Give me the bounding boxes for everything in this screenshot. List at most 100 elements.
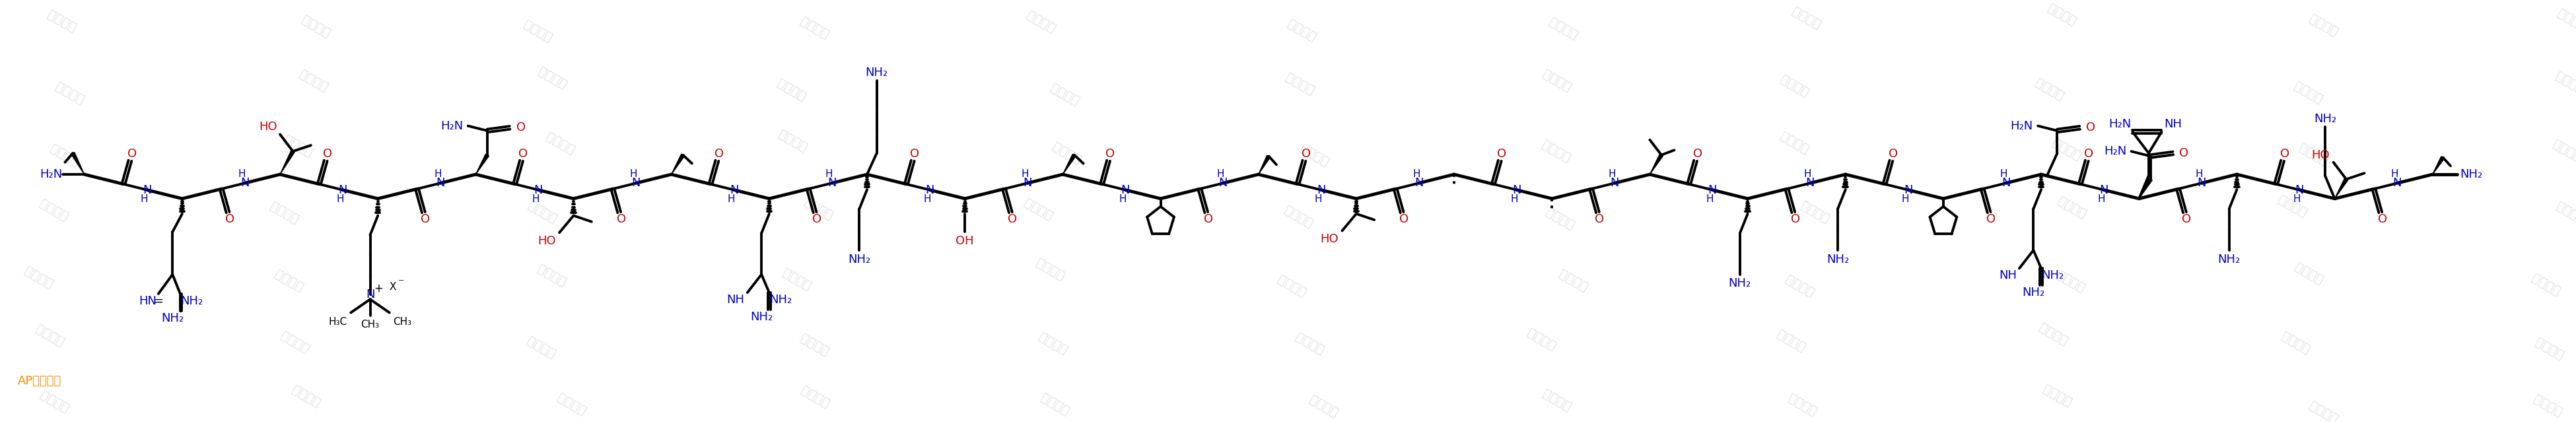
Text: N: N <box>1023 177 1033 189</box>
Text: N: N <box>1121 184 1131 196</box>
Text: 專肽生物: 專肽生物 <box>520 18 554 45</box>
Text: H₂N: H₂N <box>440 120 464 132</box>
Text: 專肽生物: 專肽生物 <box>801 196 835 222</box>
Text: H: H <box>142 195 147 204</box>
Text: 專肽生物: 專肽生物 <box>1777 130 1811 156</box>
Text: 專肽生物: 專肽生物 <box>273 268 307 294</box>
Text: 專肽生物: 專肽生物 <box>268 200 301 226</box>
Text: O: O <box>1203 214 1213 225</box>
Text: NH: NH <box>1999 270 2017 281</box>
Text: H₂N: H₂N <box>2009 120 2032 132</box>
Text: N: N <box>1316 184 1327 196</box>
Text: O: O <box>420 214 430 225</box>
Text: 專肽生物: 專肽生物 <box>775 77 809 103</box>
Text: N: N <box>1708 184 1716 196</box>
Text: H: H <box>2293 195 2300 204</box>
Text: O: O <box>224 214 234 225</box>
Polygon shape <box>1064 154 1077 174</box>
Text: NH₂: NH₂ <box>750 311 773 323</box>
Text: N: N <box>142 184 152 196</box>
Text: 專肽生物: 專肽生物 <box>1048 82 1082 108</box>
Text: 專肽生物: 專肽生物 <box>1556 268 1589 294</box>
Text: 專肽生物: 專肽生物 <box>21 264 54 291</box>
Text: N: N <box>1806 177 1814 189</box>
Polygon shape <box>1649 154 1664 174</box>
Text: N: N <box>631 177 641 189</box>
Text: N: N <box>925 184 935 196</box>
Text: 專肽生物: 專肽生物 <box>1790 5 1824 31</box>
Text: NH₂: NH₂ <box>2040 270 2063 281</box>
Text: H: H <box>1510 195 1517 204</box>
Polygon shape <box>477 154 489 174</box>
Text: N: N <box>1512 184 1522 196</box>
Text: H: H <box>531 195 538 204</box>
Text: 專肽生物: 專肽生物 <box>289 383 322 409</box>
Text: NH₂: NH₂ <box>1826 253 1850 265</box>
Text: 專肽生物: 專肽生物 <box>2553 70 2576 96</box>
Text: HN: HN <box>139 295 157 307</box>
Text: N: N <box>2197 177 2205 189</box>
Text: CH₃: CH₃ <box>394 317 412 327</box>
Text: 專肽生物: 專肽生物 <box>2550 138 2576 164</box>
Text: 專肽生物: 專肽生物 <box>2532 392 2566 419</box>
Text: 專肽生物: 專肽生物 <box>799 15 832 41</box>
Text: NH₂: NH₂ <box>866 67 889 78</box>
Text: O: O <box>1986 214 1996 225</box>
Text: N: N <box>366 289 374 300</box>
Text: N: N <box>827 177 837 189</box>
Text: 專肽生物: 專肽生物 <box>1293 331 1327 357</box>
Text: 專肽生物: 專肽生物 <box>2056 195 2089 221</box>
Text: 專肽生物: 專肽生物 <box>1298 142 1332 168</box>
Text: 專肽生物: 專肽生物 <box>2038 322 2071 348</box>
Text: 專肽生物: 專肽生物 <box>1285 17 1319 44</box>
Text: N: N <box>2295 184 2303 196</box>
Text: 專肽生物: 專肽生物 <box>46 8 80 35</box>
Text: 專肽生物: 專肽生物 <box>1051 140 1084 166</box>
Text: O: O <box>1595 214 1605 225</box>
Text: N: N <box>2393 177 2401 189</box>
Text: NH₂: NH₂ <box>848 253 871 265</box>
Text: NH₂: NH₂ <box>162 312 183 324</box>
Text: H: H <box>1607 169 1615 179</box>
Text: O: O <box>1301 148 1311 160</box>
Text: 專肽生物: 專肽生物 <box>1540 387 1574 414</box>
Text: 專肽生物: 專肽生物 <box>1777 73 1811 99</box>
Text: H: H <box>922 195 930 204</box>
Text: N: N <box>337 184 348 196</box>
Text: 專肽生物: 專肽生物 <box>2308 12 2339 38</box>
Text: H₂N: H₂N <box>2107 118 2130 130</box>
Text: 專肽生物: 專肽生物 <box>33 322 67 349</box>
Text: H: H <box>1999 169 2007 179</box>
Text: N: N <box>1414 177 1425 189</box>
Text: O: O <box>909 148 920 160</box>
Text: 專肽生物: 專肽生物 <box>1283 203 1316 230</box>
Text: H: H <box>726 195 734 204</box>
Polygon shape <box>2138 179 2154 199</box>
Text: NH₂: NH₂ <box>180 295 204 307</box>
Text: 專肽生物: 專肽生物 <box>1036 330 1069 357</box>
Polygon shape <box>672 154 685 174</box>
Text: O: O <box>1790 214 1801 225</box>
Text: 專肽生物: 專肽生物 <box>2293 260 2326 287</box>
Text: 專肽生物: 專肽生物 <box>39 389 72 415</box>
Text: HO: HO <box>260 121 278 133</box>
Text: H₂N: H₂N <box>2105 146 2128 157</box>
Text: 專肽生物: 專肽生物 <box>278 330 312 356</box>
Text: O: O <box>2084 148 2094 160</box>
Text: 專肽生物: 專肽生物 <box>1283 71 1316 97</box>
Text: O: O <box>1888 148 1899 160</box>
Text: 專肽生物: 專肽生物 <box>2040 383 2074 409</box>
Text: 專肽生物: 專肽生物 <box>2045 2 2079 28</box>
Text: AP專肽生物: AP專肽生物 <box>18 375 62 387</box>
Text: HO: HO <box>2311 149 2329 161</box>
Text: 專肽生物: 專肽生物 <box>2530 272 2563 298</box>
Text: NH₂: NH₂ <box>2313 113 2336 124</box>
Text: NH: NH <box>2164 118 2182 130</box>
Text: 專肽生物: 專肽生物 <box>775 128 809 154</box>
Text: H: H <box>1803 169 1811 179</box>
Text: HO: HO <box>1319 233 1340 245</box>
Text: O: O <box>1497 148 1507 160</box>
Text: O: O <box>616 214 626 225</box>
Text: 專肽生物: 專肽生物 <box>1038 392 1072 418</box>
Text: 專肽生物: 專肽生物 <box>526 199 559 225</box>
